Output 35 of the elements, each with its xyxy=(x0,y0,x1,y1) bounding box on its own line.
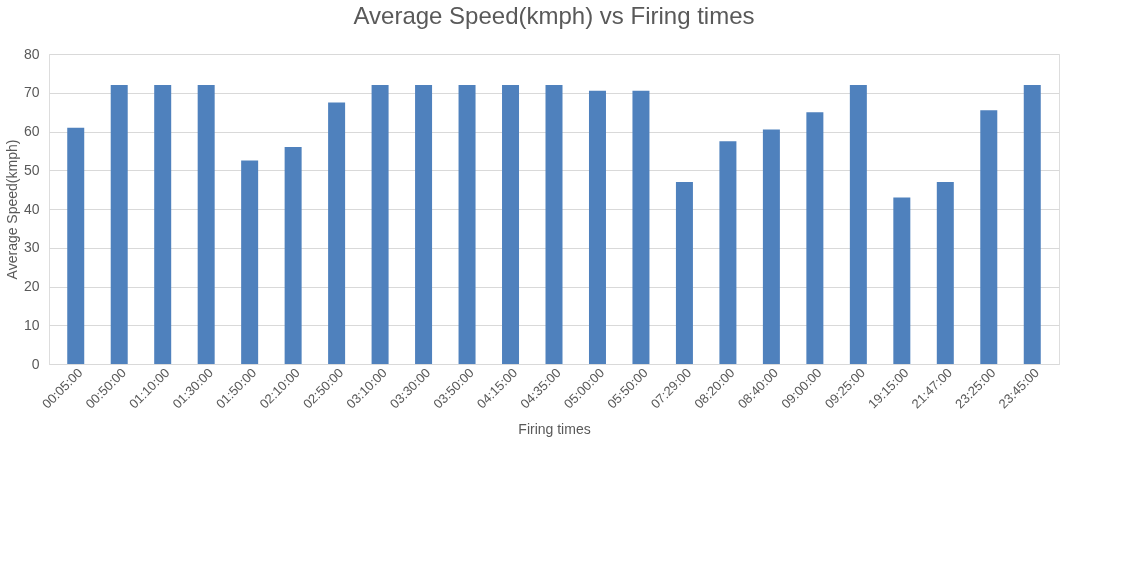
bar xyxy=(67,127,85,364)
bar xyxy=(675,181,693,364)
bar xyxy=(284,147,302,364)
bar xyxy=(328,102,346,364)
bar xyxy=(371,85,389,364)
chart-title: Average Speed(kmph) vs Firing times xyxy=(353,2,755,29)
y-tick-label: 60 xyxy=(23,123,40,139)
x-axis-title: Firing times xyxy=(518,421,591,438)
y-tick-label: 0 xyxy=(31,355,40,372)
bar xyxy=(545,85,563,364)
bar xyxy=(241,160,259,364)
bar xyxy=(588,90,606,364)
bar xyxy=(197,85,215,364)
y-tick-label: 20 xyxy=(23,278,40,294)
y-tick-label: 40 xyxy=(23,200,40,217)
bar xyxy=(458,85,476,364)
bar xyxy=(110,85,128,364)
bar xyxy=(936,181,954,364)
bar xyxy=(719,141,737,364)
bar xyxy=(415,85,433,364)
bar xyxy=(849,85,867,364)
bar xyxy=(1023,85,1041,364)
y-tick-label: 10 xyxy=(23,316,40,333)
y-tick-label: 30 xyxy=(23,239,40,256)
bar xyxy=(893,197,911,364)
bar xyxy=(980,110,998,364)
bar xyxy=(502,85,520,364)
bar xyxy=(632,90,650,364)
y-axis-title: Average Speed(kmph) xyxy=(3,139,20,280)
y-tick-label: 50 xyxy=(23,161,40,178)
bar xyxy=(806,112,824,364)
bar xyxy=(762,129,780,364)
bar xyxy=(154,85,172,364)
y-tick-label: 70 xyxy=(23,84,40,101)
y-tick-label: 80 xyxy=(23,45,40,62)
